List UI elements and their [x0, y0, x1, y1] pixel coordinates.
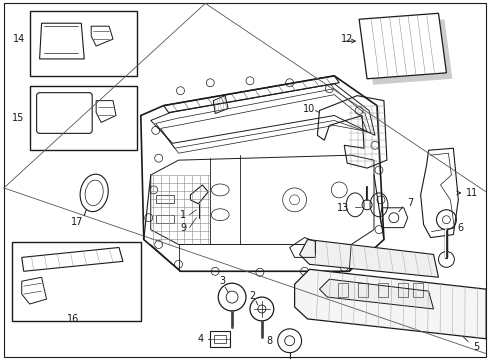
- Text: 8: 8: [267, 336, 273, 346]
- Text: 17: 17: [71, 217, 83, 227]
- Bar: [30, 86, 137, 150]
- Polygon shape: [299, 239, 439, 277]
- Text: 13: 13: [337, 203, 349, 213]
- Text: 12: 12: [341, 34, 353, 44]
- Polygon shape: [319, 279, 434, 309]
- Text: 1: 1: [180, 210, 187, 220]
- Bar: [358, 283, 368, 297]
- Bar: [413, 283, 422, 297]
- Text: 2: 2: [249, 291, 255, 301]
- Text: 7: 7: [408, 198, 414, 208]
- Bar: [214, 335, 226, 343]
- Bar: [398, 283, 408, 297]
- Text: 15: 15: [12, 113, 24, 123]
- Polygon shape: [359, 13, 446, 79]
- Bar: [156, 215, 173, 223]
- Polygon shape: [365, 19, 452, 85]
- Bar: [30, 11, 137, 76]
- Text: 4: 4: [197, 334, 203, 344]
- Text: 9: 9: [180, 222, 187, 233]
- Bar: [156, 195, 173, 203]
- Polygon shape: [294, 269, 486, 339]
- Text: 5: 5: [473, 342, 479, 352]
- Text: 16: 16: [67, 314, 79, 324]
- Bar: [210, 331, 230, 347]
- Bar: [378, 283, 388, 297]
- Text: 11: 11: [466, 188, 479, 198]
- Text: 3: 3: [219, 276, 225, 286]
- Bar: [338, 283, 348, 297]
- Text: 14: 14: [12, 34, 24, 44]
- Bar: [12, 242, 141, 321]
- Text: 6: 6: [457, 222, 464, 233]
- Text: 10: 10: [303, 104, 316, 113]
